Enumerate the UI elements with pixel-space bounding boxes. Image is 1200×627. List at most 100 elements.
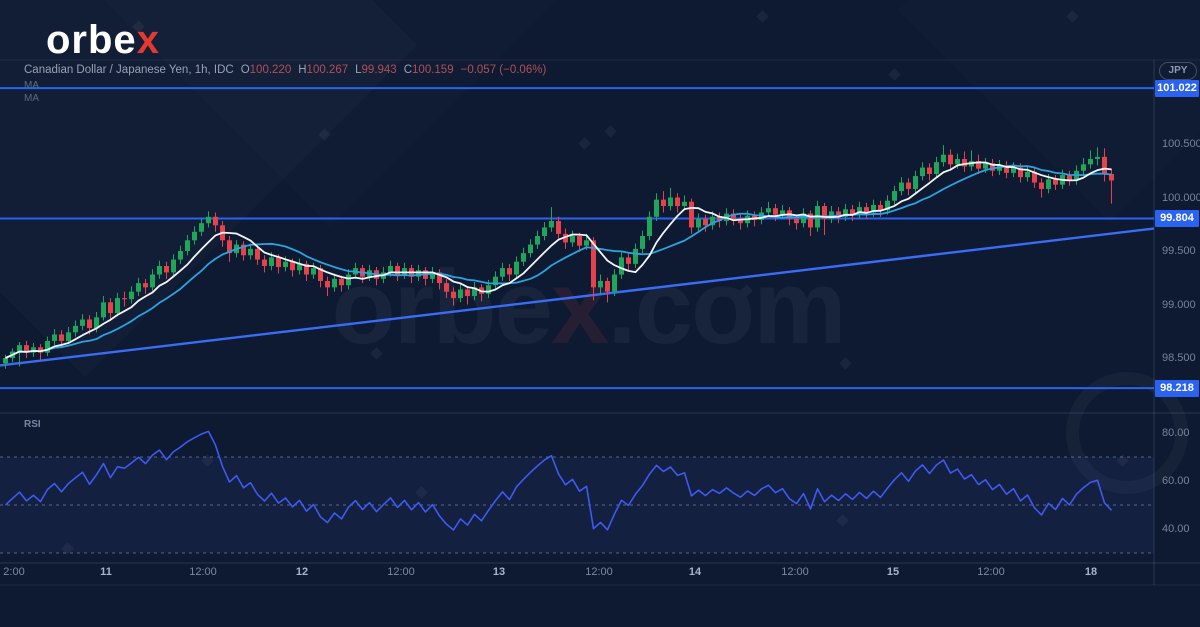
candle-body bbox=[276, 257, 281, 268]
candle-body bbox=[990, 163, 995, 171]
candle-body bbox=[549, 221, 554, 228]
candle-body bbox=[773, 208, 778, 215]
candle-body bbox=[297, 263, 302, 271]
candle-body bbox=[675, 197, 680, 207]
candle-body bbox=[395, 265, 400, 275]
candle-body bbox=[143, 283, 148, 288]
ohlc-field-value: 99.943 bbox=[361, 64, 397, 76]
candle-body bbox=[45, 340, 50, 353]
candle-body bbox=[507, 268, 512, 275]
candle-body bbox=[1081, 164, 1086, 171]
candle-body bbox=[472, 287, 477, 296]
candle-body bbox=[619, 257, 624, 275]
candle-body bbox=[976, 161, 981, 169]
candle-body bbox=[633, 248, 638, 264]
candle-body bbox=[185, 240, 190, 251]
candle-body bbox=[850, 209, 855, 215]
candle-body bbox=[577, 236, 582, 246]
ma-label: MA bbox=[24, 80, 39, 91]
candle-body bbox=[17, 345, 22, 352]
ohlc-values: O100.220 H100.267 L99.943 C100.159 bbox=[234, 64, 454, 76]
candle-body bbox=[206, 216, 211, 224]
candle-body bbox=[661, 199, 666, 207]
candle-body bbox=[857, 207, 862, 215]
candle-body bbox=[605, 280, 610, 292]
candle-body bbox=[780, 210, 785, 215]
candle-body bbox=[248, 248, 253, 256]
candle-body bbox=[885, 200, 890, 211]
candle-body bbox=[864, 207, 869, 213]
ohlc-field-value: 100.220 bbox=[249, 64, 292, 76]
chart-legend: Canadian Dollar / Japanese Yen, 1h, IDC O… bbox=[24, 64, 546, 76]
change-value: −0.057 (−0.06%) bbox=[460, 64, 547, 76]
candle-body bbox=[150, 274, 155, 288]
candle-body bbox=[941, 154, 946, 163]
ohlc-field-value: 100.159 bbox=[412, 64, 454, 76]
candle-body bbox=[430, 272, 435, 279]
candle-body bbox=[486, 285, 491, 294]
currency-button[interactable]: JPY bbox=[1159, 62, 1197, 80]
candle-body bbox=[24, 345, 29, 353]
candle-body bbox=[437, 272, 442, 284]
watermark-x: x bbox=[551, 249, 609, 366]
candle-body bbox=[696, 218, 701, 228]
rsi-line bbox=[4, 430, 1113, 531]
candle-body bbox=[808, 213, 813, 228]
ma-label: MA bbox=[24, 93, 39, 104]
candle-body bbox=[591, 240, 596, 288]
candle-body bbox=[836, 211, 841, 217]
candle-body bbox=[493, 276, 498, 286]
candle-body bbox=[444, 283, 449, 292]
candle-body bbox=[647, 216, 652, 237]
candle-body bbox=[738, 218, 743, 224]
candle-body bbox=[563, 233, 568, 243]
candle-body bbox=[955, 158, 960, 165]
candle-body bbox=[731, 213, 736, 219]
candle-body bbox=[241, 244, 246, 256]
candle-body bbox=[906, 182, 911, 189]
candle-body bbox=[311, 268, 316, 275]
ohlc-field-label: H bbox=[298, 64, 307, 76]
candle-body bbox=[339, 278, 344, 286]
candle-body bbox=[703, 218, 708, 226]
candle-body bbox=[1109, 173, 1114, 181]
candle-body bbox=[654, 199, 659, 217]
candle-body bbox=[598, 280, 603, 288]
candle-body bbox=[822, 206, 827, 219]
candle-body bbox=[1011, 167, 1016, 173]
candle-body bbox=[192, 231, 197, 241]
candle-body bbox=[689, 201, 694, 228]
candle-body bbox=[199, 223, 204, 232]
candle-body bbox=[262, 259, 267, 266]
candle-body bbox=[318, 268, 323, 281]
candle-body bbox=[1025, 171, 1030, 178]
ma-slow-line bbox=[5, 164, 1112, 359]
candle-body bbox=[920, 167, 925, 177]
candle-body bbox=[458, 289, 463, 299]
candle-body bbox=[717, 216, 722, 222]
symbol-title: Canadian Dollar / Japanese Yen, 1h, IDC bbox=[24, 64, 234, 76]
candle-body bbox=[108, 302, 113, 314]
candles-group bbox=[3, 145, 1114, 369]
candle-body bbox=[1053, 179, 1058, 185]
candle-body bbox=[304, 263, 309, 275]
candle-body bbox=[122, 298, 127, 300]
candle-body bbox=[682, 201, 687, 207]
candle-body bbox=[388, 265, 393, 273]
candle-body bbox=[962, 158, 967, 167]
candle-body bbox=[892, 191, 897, 201]
candle-body bbox=[878, 204, 883, 211]
candle-body bbox=[80, 319, 85, 326]
candle-body bbox=[451, 291, 456, 299]
ohlc-field-value: 100.267 bbox=[306, 64, 349, 76]
candle-body bbox=[710, 216, 715, 226]
candle-body bbox=[766, 208, 771, 213]
candle-body bbox=[290, 261, 295, 271]
candle-body bbox=[871, 204, 876, 213]
candle-body bbox=[157, 265, 162, 275]
candle-body bbox=[115, 298, 120, 314]
candle-body bbox=[416, 270, 421, 277]
trendline[interactable] bbox=[0, 227, 1155, 367]
